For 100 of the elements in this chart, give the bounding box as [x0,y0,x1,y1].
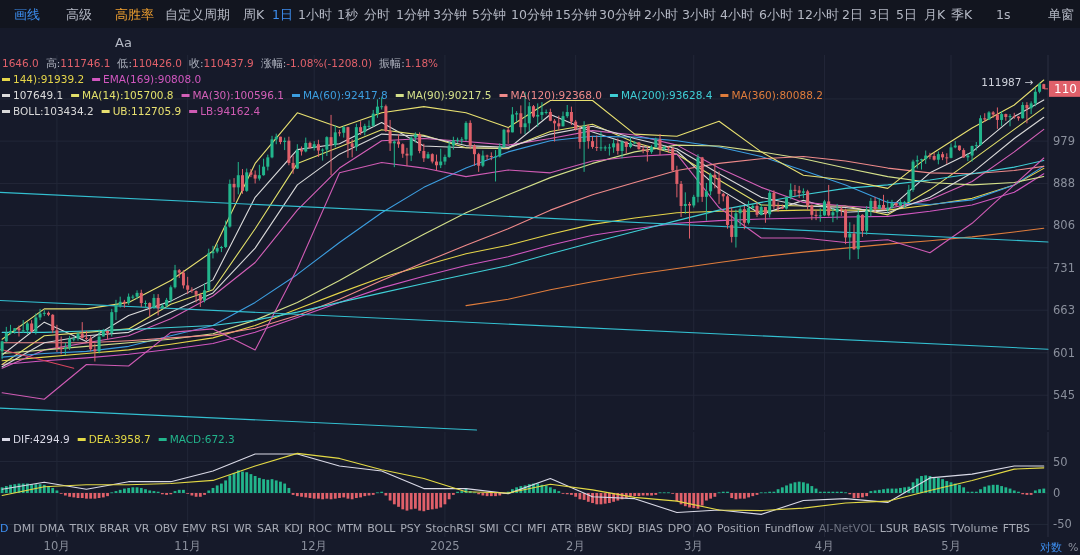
legend-label: MA(90):90217.5 [406,89,492,101]
annotation: MFI [526,522,546,535]
text: 1分钟 [396,7,430,22]
annotation: FTBS [1002,522,1030,535]
legend-label: 107649.1 [13,89,64,101]
x-tick-label: 2025 [430,539,460,553]
annotation: RSI [211,522,229,535]
annotation: D [0,522,9,535]
legend-label: BOLL:103434.2 [13,105,94,117]
annotation: ATR [550,522,573,535]
annotation: EMV [182,522,207,535]
text: 季K [951,7,973,22]
annotation: 涨幅:-1.08%(-1208.0) [260,57,373,69]
x-tick-label: 5月 [941,539,961,553]
text: 5日 [896,7,917,22]
annotation: SAR [257,522,280,535]
text: 自定义周期 [165,7,230,22]
annotation: VR [134,522,150,535]
annotation: 高:111746.1 [45,57,111,69]
text: 周K [243,7,265,22]
y-tick-label: 545 [1053,388,1075,403]
annotation: 110 [1054,82,1077,97]
legend-label: DEA:3958.7 [88,433,151,445]
text: 3分钟 [433,7,467,22]
legend-label: MA(14):105700.8 [82,89,174,101]
annotation: DMI [13,522,35,535]
text: 4小时 [720,7,754,22]
text: 高级 [66,7,92,22]
x-tick-label: 11月 [174,539,201,553]
y-tick-label: 663 [1053,303,1075,318]
annotation: Fundflow [764,522,814,535]
annotation: BOLL [367,522,397,535]
annotation: AO [696,522,713,535]
y-tick-label: 888 [1053,176,1075,191]
text: 5分钟 [472,7,506,22]
annotation: BBW [576,522,603,535]
y-tick-label: 0 [1053,485,1061,500]
annotation: Position [717,522,760,535]
text: 1小时 [298,7,332,22]
annotation: SKDJ [606,522,633,535]
text: 分时 [364,7,390,22]
annotation: BRAR [99,522,130,535]
annotation: CCI [503,522,523,535]
annotation: DMA [39,522,66,535]
text: Aa [115,35,132,50]
legend-label: MA(360):80088.2 [731,89,823,101]
text: 月K [924,7,946,22]
text: 单窗 [1048,7,1074,22]
text: 2小时 [644,7,678,22]
annotation: TVolume [949,522,999,535]
legend-label: 144):91939.2 [13,73,85,85]
annotation: 1646.0 [2,57,39,69]
legend-label: MACD:672.3 [169,433,235,445]
text: 画线 [14,7,40,22]
x-tick-label: 12月 [300,539,328,553]
y-tick-label: 50 [1053,454,1068,469]
annotation: 111987 → [981,75,1034,88]
annotation: TRIX [68,522,96,535]
y-tick-label: -50 [1053,517,1072,532]
annotation: SMI [479,522,499,535]
text: 30分钟 [599,7,641,22]
text: 1秒 [337,7,358,22]
legend-label: MA(30):100596.1 [192,89,284,101]
annotation: OBV [154,522,178,535]
text: 12小时 [797,7,839,22]
text: 3小时 [682,7,716,22]
annotation: MTM [336,522,363,535]
annotation: BASIS [913,522,946,535]
annotation: DPO [667,522,692,535]
text: 10分钟 [511,7,553,22]
text: 6小时 [759,7,793,22]
x-tick-label: 3月 [684,539,704,553]
annotation: 低:110426.0 [117,57,183,69]
text: 2日 [842,7,863,22]
text: 高胜率 [115,7,154,22]
x-tick-label: 2月 [566,539,586,553]
legend-label: MA(120):92368.0 [510,89,602,101]
annotation: PSY [400,522,421,535]
y-tick-label: 731 [1053,260,1075,275]
text: 3日 [869,7,890,22]
text: % [1068,541,1079,554]
annotation: LSUR [879,522,909,535]
annotation: AI-NetVOL [818,522,876,535]
legend-label: LB:94162.4 [200,105,261,117]
text: 对数 [1040,541,1062,554]
annotation: WR [233,522,253,535]
x-tick-label: 4月 [814,539,835,553]
annotation: 振幅:1.18% [379,57,439,69]
text: 15分钟 [555,7,597,22]
legend-label: UB:112705.9 [112,105,182,117]
text: 1s [996,7,1011,22]
text: 1日 [272,7,293,22]
annotation: 收:110437.9 [189,57,254,69]
legend-label: EMA(169):90808.0 [103,73,202,85]
legend-label: MA(60):92417.8 [302,89,388,101]
annotation: StochRSI [425,522,475,535]
y-tick-label: 979 [1053,134,1075,149]
annotation: BIAS [637,522,663,535]
legend-label: DIF:4294.9 [13,433,70,445]
annotation: ROC [307,522,333,535]
